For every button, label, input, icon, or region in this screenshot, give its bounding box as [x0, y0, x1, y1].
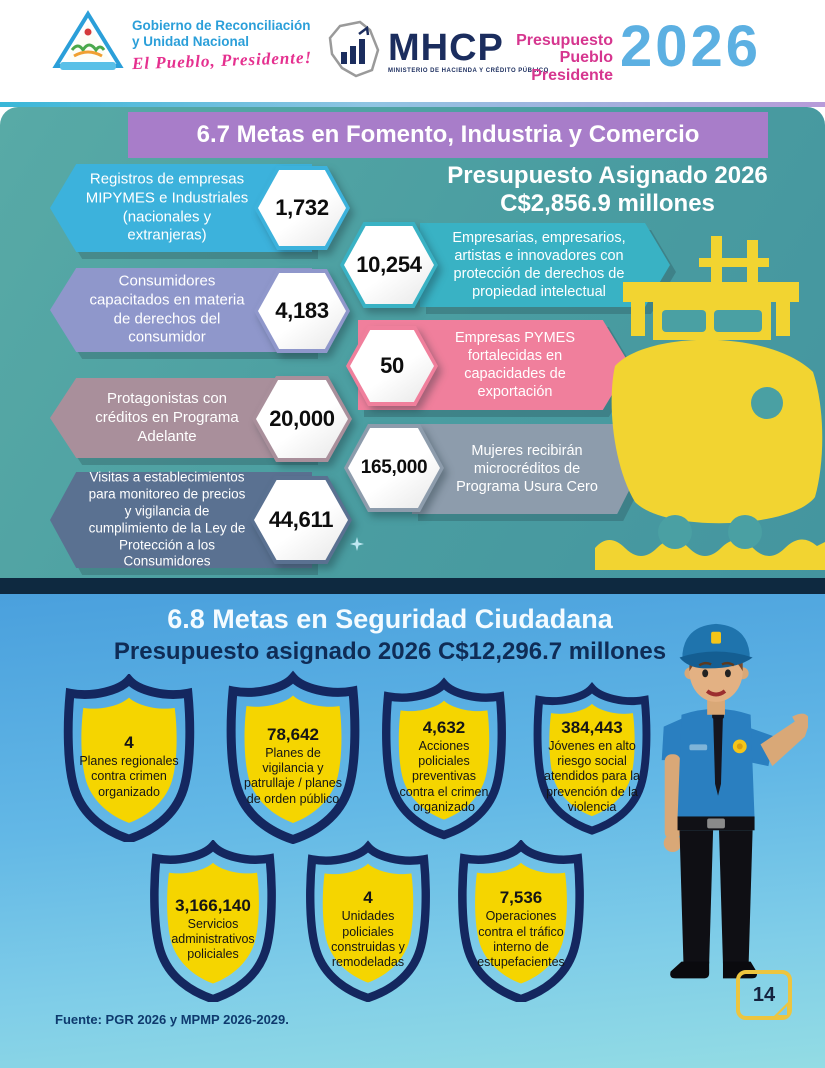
shield-icon: [226, 670, 360, 844]
shield-unidades-policiales: 4 Unidades policiales construidas y remo…: [298, 840, 438, 1002]
government-logo-text: Gobierno de Reconciliación y Unidad Naci…: [131, 10, 313, 74]
banner-label: Registros de empresas MIPYMES e Industri…: [85, 170, 249, 244]
shield-label: Planes regionales contra crimen organiza…: [79, 754, 179, 799]
shield-icon: [306, 840, 430, 1002]
shield-label: Jóvenes en alto riesgo social atendidos …: [544, 738, 640, 814]
hex-value: 1,732: [275, 195, 329, 220]
section-6-8-subtitle: Presupuesto asignado 2026 C$12,296.7 mil…: [113, 638, 667, 665]
hex-badge-visitas: 44,611: [250, 476, 352, 564]
shield-label: Unidades policiales construidas y remode…: [331, 909, 405, 970]
banner-label: Empresarias, empresarios, artistas e inn…: [452, 229, 626, 301]
shield-operaciones-trafico: 7,536 Operaciones contra el tráfico inte…: [448, 840, 594, 1002]
shield-icon: [63, 674, 195, 842]
shield-jovenes-riesgo: 384,443 Jóvenes en alto riesgo social at…: [526, 674, 658, 842]
government-logo-block: Gobierno de Reconciliación y Unidad Naci…: [52, 10, 312, 79]
gov-line-2: y Unidad Nacional: [132, 33, 250, 49]
gov-line-1: Gobierno de Reconciliación: [132, 18, 311, 33]
section-divider-bar: [0, 578, 825, 594]
hex-badge-pymes: 50: [346, 326, 438, 406]
shield-value: 78,642: [267, 724, 319, 744]
shield-label: Acciones policiales preventivas contra e…: [399, 738, 489, 814]
budget-heading-fomento: Presupuesto Asignado 2026 C$2,856.9 mill…: [405, 162, 810, 219]
page-number: 14: [752, 983, 776, 1006]
shield-value: 4: [124, 732, 134, 752]
shield-label: Servicios administrativos policiales: [171, 916, 255, 962]
shield-icon: [382, 677, 506, 840]
hex-value: 165,000: [360, 457, 428, 478]
budget-line-2: C$2,856.9 millones: [500, 190, 715, 218]
banner-label: Empresas PYMES fortalecidas en capacidad…: [454, 329, 576, 401]
nicaragua-triangle-logo-icon: [52, 10, 124, 79]
banner-label: Visitas a establecimientos para monitore…: [88, 469, 246, 569]
shield-icon: [150, 840, 276, 1002]
banner-label: Consumidores capacitados en materia de d…: [89, 272, 245, 346]
shield-value: 7,536: [499, 887, 543, 907]
hex-badge-consumidores: 4,183: [254, 269, 350, 353]
year-2026: 2026: [620, 14, 762, 79]
shield-acciones-policiales: 4,632 Acciones policiales preventivas co…: [374, 674, 514, 842]
shield-planes-vigilancia: 78,642 Planes de vigilancia y patrullaje…: [218, 670, 368, 844]
budget-line-1: Presupuesto Asignado 2026: [447, 162, 768, 189]
source-note: Fuente: PGR 2026 y MPMP 2026-2029.: [55, 1012, 289, 1027]
banner-usura-cero: Mujeres recibirán microcréditos de Progr…: [412, 424, 640, 514]
mhcp-acronym: MHCP: [388, 27, 504, 69]
hex-value: 44,611: [268, 507, 334, 532]
shield-value: 4: [363, 887, 373, 907]
banner-label: Protagonistas con créditos en Programa A…: [95, 389, 239, 445]
shield-icon: [533, 681, 651, 835]
hex-value: 10,254: [356, 252, 422, 277]
shield-label: Operaciones contra el tráfico interno de…: [477, 909, 565, 970]
shield-value: 3,166,140: [175, 895, 251, 915]
section-6-8-title: 6.8 Metas en Seguridad Ciudadana: [167, 604, 613, 634]
police-officer-illustration: [661, 623, 808, 979]
mhcp-caption: MINISTERIO DE HACIENDA Y CRÉDITO PÚBLICO: [388, 68, 549, 74]
hex-value: 20,000: [269, 406, 335, 431]
mhcp-logo-block: MHCP MINISTERIO DE HACIENDA Y CRÉDITO PÚ…: [326, 20, 549, 83]
cargo-ship-illustration: [595, 236, 825, 570]
page-number-badge: 14: [736, 970, 792, 1020]
nicaragua-map-bars-icon: [326, 20, 382, 83]
shield-servicios-administrativos: 3,166,140 Servicios administrativos poli…: [140, 840, 286, 1002]
section-seguridad-ciudadana: 6.8 Metas en Seguridad Ciudadana Presupu…: [0, 594, 825, 1068]
sparkle-decoration: [350, 537, 364, 551]
gov-slogan: El Pueblo, Presidente!: [131, 47, 313, 74]
ppp-line-3: Presidente: [531, 66, 613, 84]
hex-badge-registros: 1,732: [254, 166, 350, 250]
shield-value: 384,443: [561, 717, 623, 737]
hex-badge-propiedad-intelectual: 10,254: [340, 222, 438, 308]
section-fomento-industria-comercio: 6.7 Metas en Fomento, Industria y Comerc…: [0, 107, 825, 578]
hex-badge-adelante: 20,000: [252, 376, 352, 462]
section-6-7-title: 6.7 Metas en Fomento, Industria y Comerc…: [128, 112, 768, 158]
presupuesto-pueblo-presidente-logo: Presupuesto Pueblo Presidente: [505, 32, 613, 84]
hex-value: 4,183: [275, 298, 329, 323]
shield-planes-regionales: 4 Planes regionales contra crimen organi…: [55, 674, 203, 842]
shield-value: 4,632: [422, 717, 466, 737]
hex-badge-usura-cero: 165,000: [344, 424, 444, 512]
banner-label: Mujeres recibirán microcréditos de Progr…: [456, 442, 598, 496]
banner-consumidores: Consumidores capacitados en materia de d…: [50, 268, 312, 352]
shield-label: Planes de vigilancia y patrullaje / plan…: [244, 745, 342, 806]
hex-value: 50: [380, 353, 404, 378]
header-divider-line: [0, 102, 825, 107]
shield-icon: [458, 840, 584, 1002]
ppp-line-1: Presupuesto: [516, 32, 613, 49]
header: Gobierno de Reconciliación y Unidad Naci…: [0, 0, 825, 102]
ppp-line-2: Pueblo: [559, 49, 613, 67]
